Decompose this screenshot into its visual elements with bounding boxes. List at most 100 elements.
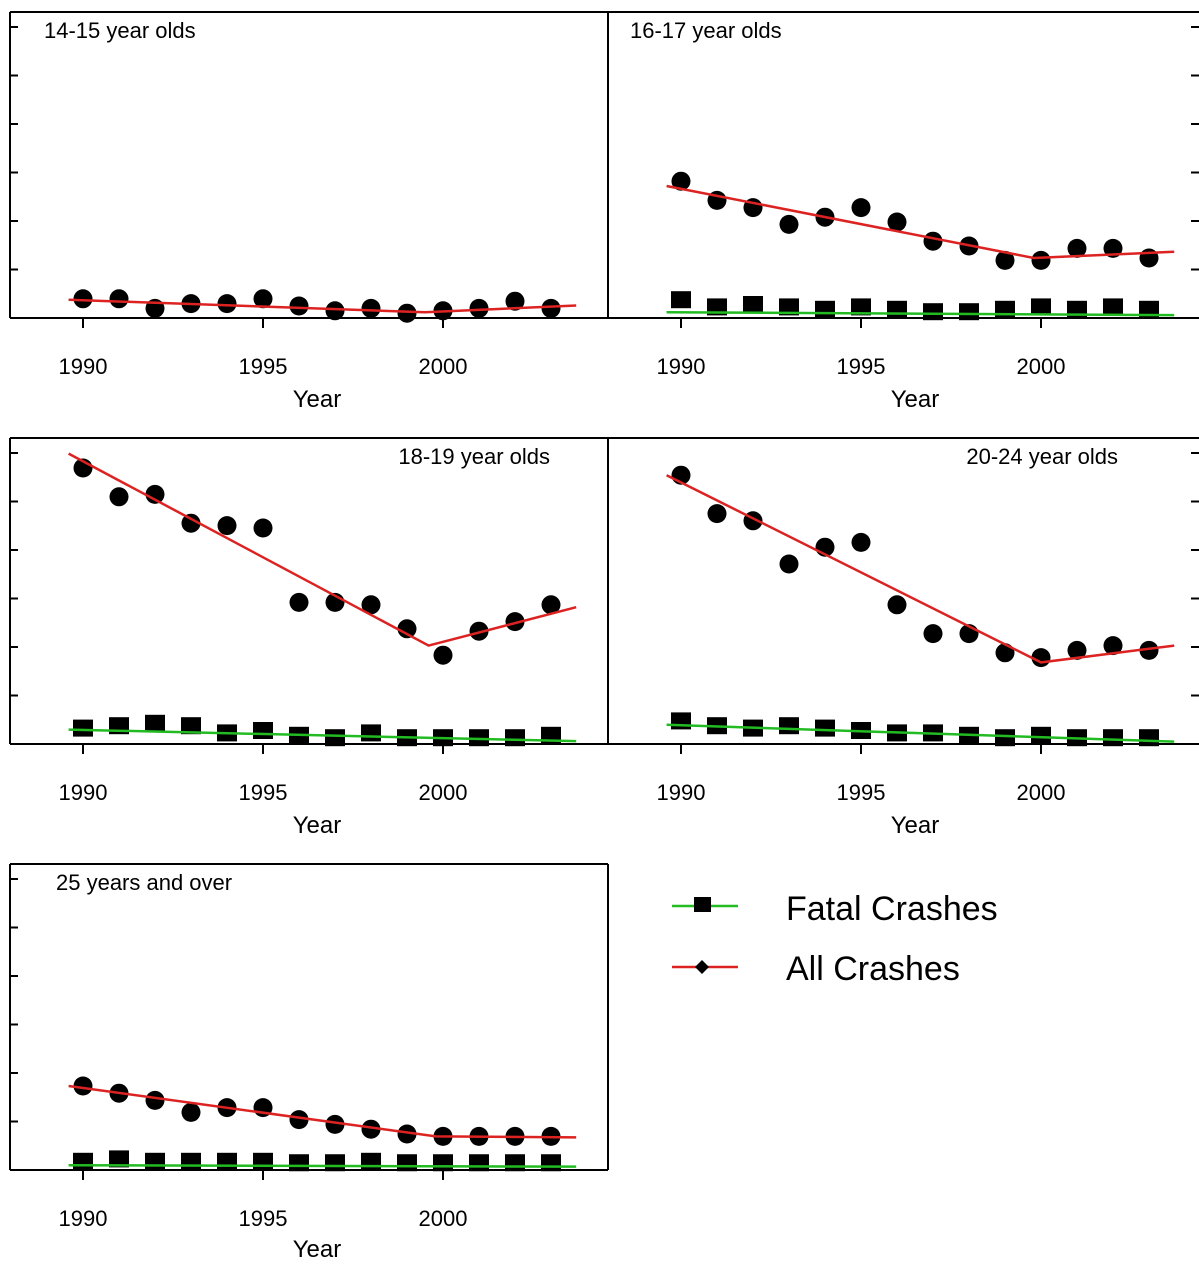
all-crashes-point [1031,648,1051,668]
all-crashes-point [1067,640,1087,660]
fatal-crashes-point [469,1154,489,1172]
fatal-crashes-point [505,1154,525,1172]
all-crashes-point [707,504,727,524]
legend-label-all-crashes: All Crashes [786,950,960,988]
panel-title: 16-17 year olds [630,18,782,43]
fatal-crashes-point [671,712,691,730]
all-crashes-point [671,171,691,191]
x-tick-label: 1990 [657,780,706,805]
x-tick-label: 1990 [59,1206,108,1231]
fatal-crashes-point [181,1152,201,1170]
x-tick-label: 2000 [419,780,468,805]
all-crashes-point [887,595,907,615]
fatal-crashes-point [253,1152,273,1170]
fatal-crashes-point [815,719,835,737]
all-crashes-point [181,513,201,533]
all-crashes-point [1031,250,1051,270]
x-tick-label: 2000 [419,354,468,379]
panel-title: 20-24 year olds [966,444,1118,469]
all-crashes-point [397,303,417,323]
fatal-crashes-point [815,300,835,318]
all-crashes-point [469,298,489,318]
all-crashes-point [397,1124,417,1144]
fatal-crashes-point [707,298,727,316]
fatal-crashes-point [541,1154,561,1172]
fatal-crashes-point [109,1150,129,1168]
fatal-crashes-point [397,1154,417,1172]
legend-all-marker [695,960,709,974]
fatal-crashes-point [73,719,93,737]
panel-title: 18-19 year olds [398,444,550,469]
fatal-crashes-point [181,717,201,735]
fatal-crashes-point [73,1152,93,1170]
all-crashes-point [289,592,309,612]
all-crashes-point [73,289,93,309]
fatal-crashes-trend-line [68,1163,577,1168]
all-crashes-point [325,1114,345,1134]
fatal-crashes-point [1031,726,1051,744]
all-crashes-point [779,214,799,234]
fatal-crashes-point [923,303,943,321]
all-crashes-point [541,595,561,615]
all-crashes-point [995,250,1015,270]
chart-panel-5: 1990 1995 2000 Year 25 years and over [9,863,609,1263]
all-crashes-point [851,532,871,552]
fatal-crashes-trend-line [68,728,577,743]
all-crashes-point [361,298,381,318]
x-tick-label: 2000 [1017,354,1066,379]
all-crashes-point [887,212,907,232]
all-crashes-point [779,554,799,574]
x-tick-label: 2000 [1017,780,1066,805]
fatal-crashes-point [887,300,907,318]
fatal-crashes-point [779,298,799,316]
all-crashes-trend-line [68,298,577,314]
all-crashes-point [923,624,943,644]
chart-panel-4: 1990 1995 2000 Year 20-24 year olds [607,437,1199,839]
x-tick-label: 1990 [657,354,706,379]
fatal-crashes-point [1139,300,1159,318]
fatal-crashes-point [505,729,525,747]
legend-fatal-marker [694,897,711,912]
all-crashes-point [73,1076,93,1096]
x-axis-label: Year [293,812,342,839]
fatal-crashes-point [671,291,691,309]
x-axis-label: Year [293,386,342,413]
all-crashes-point [325,301,345,321]
all-crashes-trend-line [666,474,1175,664]
fatal-crashes-point [1139,729,1159,747]
all-crashes-point [397,619,417,639]
fatal-crashes-point [851,298,871,316]
x-axis-label: Year [891,386,940,413]
all-crashes-point [109,289,129,309]
fatal-crashes-point [959,303,979,321]
all-crashes-point [145,1090,165,1110]
all-crashes-point [217,516,237,536]
chart-panel-1: 1990 1995 2000 Year 14-15 year olds [9,11,608,413]
all-crashes-point [253,518,273,538]
all-crashes-point [253,289,273,309]
all-crashes-trend-line [68,1084,577,1139]
fatal-crashes-point [779,717,799,735]
all-crashes-point [1139,640,1159,660]
all-crashes-point [289,296,309,316]
all-crashes-point [541,298,561,318]
all-crashes-point [505,291,525,311]
panel-title: 14-15 year olds [44,18,196,43]
all-crashes-point [1103,636,1123,656]
all-crashes-point [181,1102,201,1122]
x-axis-label: Year [891,812,940,839]
fatal-crashes-point [1031,298,1051,316]
x-tick-label: 1995 [239,780,288,805]
all-crashes-point [433,645,453,665]
x-axis-label: Year [293,1236,342,1263]
x-tick-label: 1990 [59,780,108,805]
all-crashes-trend-line [666,184,1175,260]
all-crashes-point [361,595,381,615]
fatal-crashes-point [145,1152,165,1170]
legend: Fatal Crashes All Crashes [672,890,998,988]
all-crashes-point [505,612,525,632]
fatal-crashes-point [743,296,763,313]
fatal-crashes-point [433,1154,453,1172]
all-crashes-point [217,294,237,314]
